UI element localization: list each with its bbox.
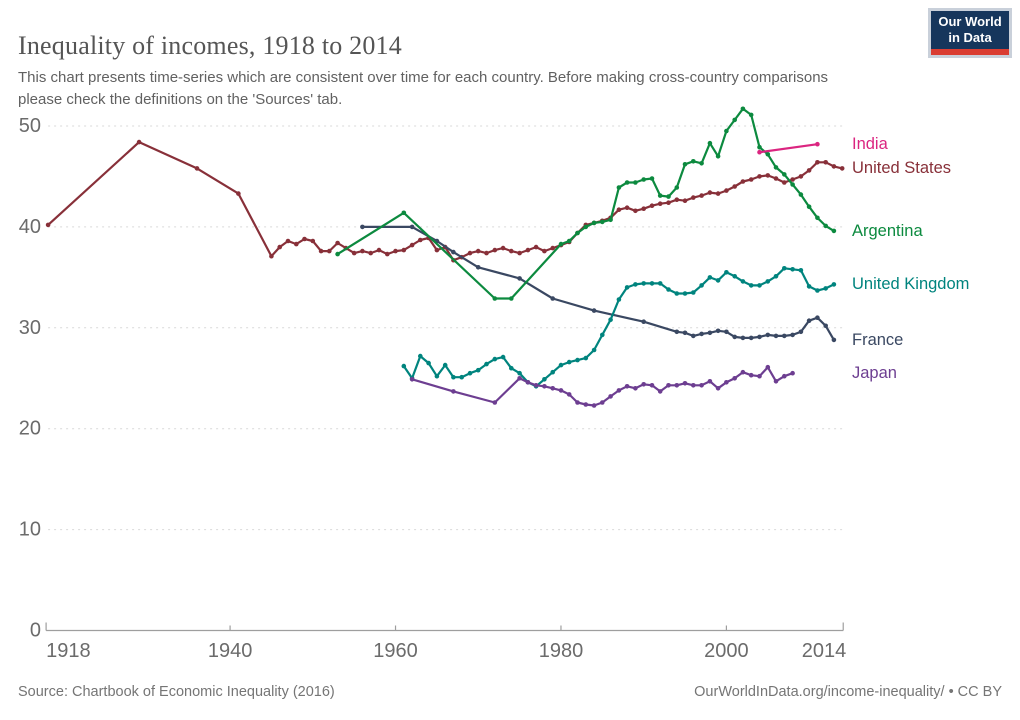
page-subtitle: This chart presents time-series which ar…: [18, 69, 829, 108]
page-title: Inequality of incomes, 1918 to 2014: [18, 31, 402, 61]
svg-text:30: 30: [19, 317, 41, 339]
owid-logo-red-bar: [931, 49, 1009, 55]
svg-text:1940: 1940: [208, 640, 253, 662]
source-text: Source: Chartbook of Economic Inequality…: [18, 684, 335, 700]
owid-logo-text: Our World in Data: [931, 11, 1009, 49]
footer-separator: •: [948, 684, 954, 700]
series-label-japan[interactable]: Japan: [852, 364, 897, 383]
svg-text:40: 40: [19, 216, 41, 238]
owid-logo-line1: Our World: [938, 13, 1002, 29]
owid-logo-line2: in Data: [948, 30, 992, 45]
owid-logo[interactable]: Our World in Data: [928, 8, 1012, 58]
svg-text:20: 20: [19, 418, 41, 440]
footer-right: OurWorldInData.org/income-inequality/ • …: [694, 684, 1002, 700]
svg-text:2000: 2000: [704, 640, 749, 662]
chart-footer: Source: Chartbook of Economic Inequality…: [18, 684, 1002, 700]
svg-text:1960: 1960: [373, 640, 418, 662]
series-label-united-states[interactable]: United States: [852, 159, 952, 178]
svg-text:1980: 1980: [539, 640, 584, 662]
footer-link[interactable]: OurWorldInData.org/income-inequality/: [694, 684, 945, 700]
series-label-india[interactable]: India: [852, 135, 888, 154]
svg-text:1918: 1918: [46, 640, 91, 662]
svg-text:2014: 2014: [802, 640, 847, 662]
svg-text:0: 0: [30, 620, 41, 642]
svg-text:10: 10: [19, 519, 41, 541]
license-badge: CC BY: [957, 684, 1002, 700]
series-label-argentina[interactable]: Argentina: [852, 221, 923, 240]
svg-text:50: 50: [19, 115, 41, 137]
series-label-france[interactable]: France: [852, 330, 904, 349]
series-label-united-kingdom[interactable]: United Kingdom: [852, 275, 970, 294]
